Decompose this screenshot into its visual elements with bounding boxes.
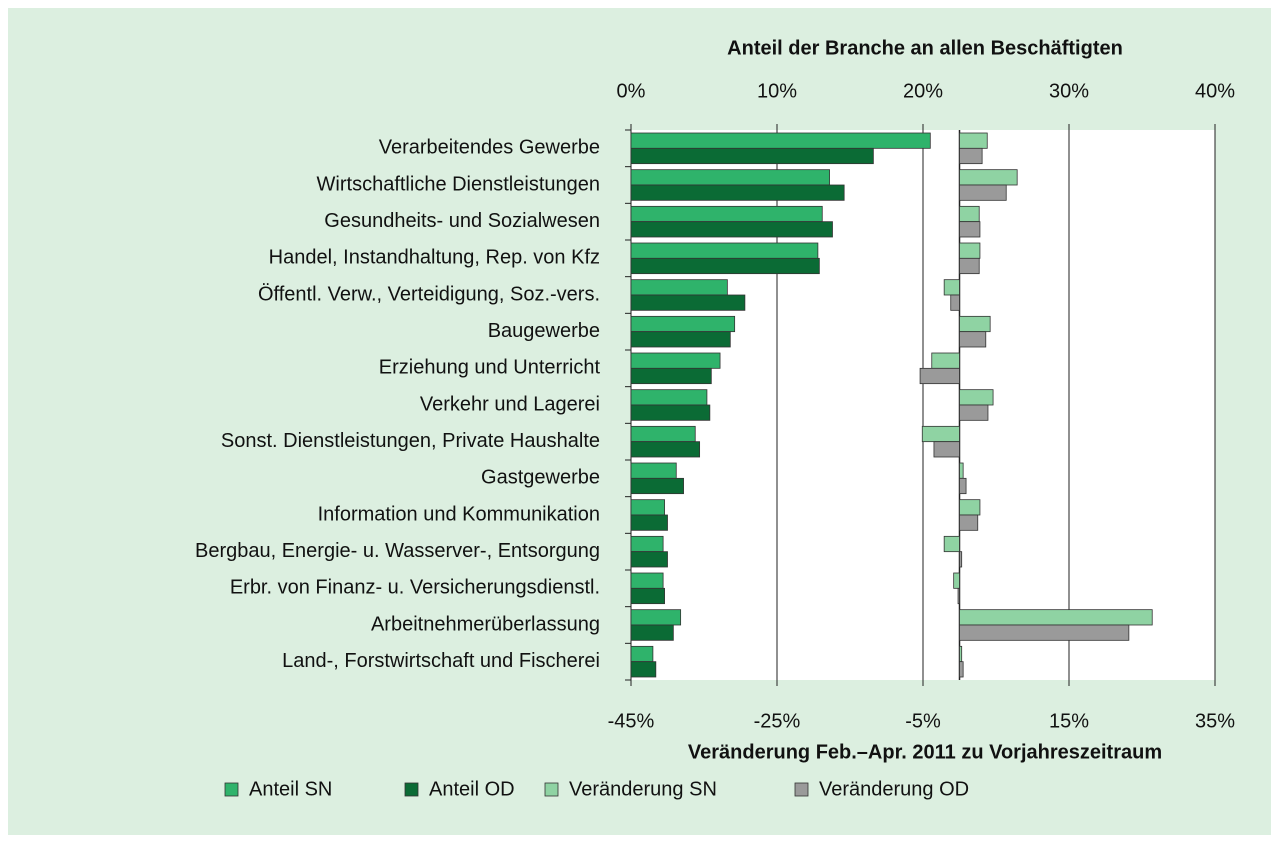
legend-label: Veränderung OD: [819, 778, 969, 800]
bar: [959, 477, 967, 495]
category-label: Verkehr und Lagerei: [420, 393, 600, 415]
bar: [933, 441, 960, 458]
legend-label: Veränderung SN: [569, 778, 717, 800]
bar: [630, 257, 820, 275]
category-label: Verarbeitendes Gewerbe: [379, 137, 600, 159]
bottom-tick-label: -45%: [608, 710, 655, 732]
bar: [630, 514, 668, 531]
category-label: Information und Kommunikation: [318, 503, 600, 525]
bar: [630, 184, 845, 201]
bar: [630, 441, 701, 458]
bar: [959, 169, 1018, 186]
bar: [630, 609, 682, 626]
bar: [959, 315, 991, 333]
category-label: Baugewerbe: [488, 320, 600, 342]
category-label: Arbeitnehmerüberlassung: [371, 613, 600, 635]
bar: [959, 462, 964, 479]
category-label: Erbr. von Finanz- u. Versicherungsdienst…: [230, 577, 600, 599]
bar: [630, 352, 721, 369]
top-tick-label: 40%: [1195, 80, 1235, 102]
category-label: Erziehung und Unterricht: [379, 357, 601, 379]
bar: [630, 294, 746, 311]
bar: [931, 352, 960, 369]
category-label: Wirtschaftliche Dienstleistungen: [317, 173, 600, 195]
bar: [950, 294, 960, 311]
bar: [630, 221, 833, 238]
top-tick-label: 20%: [903, 80, 943, 102]
bar: [959, 551, 963, 568]
bar: [959, 624, 1130, 641]
bar: [957, 587, 960, 605]
legend-swatch: [404, 782, 419, 797]
bar: [959, 645, 963, 663]
legend-label: Anteil SN: [249, 778, 332, 800]
category-label: Sonst. Dienstleistungen, Private Haushal…: [221, 430, 600, 452]
bar: [630, 462, 677, 479]
bar: [630, 551, 668, 568]
bar: [959, 147, 983, 165]
top-axis-title: Anteil der Branche an allen Beschäftigte…: [727, 37, 1123, 59]
bar: [959, 205, 980, 223]
bar: [959, 514, 979, 531]
bar: [959, 184, 1007, 201]
category-label: Handel, Instandhaltung, Rep. von Kfz: [269, 247, 600, 269]
bar: [630, 499, 665, 516]
legend-label: Anteil OD: [429, 778, 515, 800]
bar: [630, 315, 736, 333]
bottom-axis-title: Veränderung Feb.–Apr. 2011 zu Vorjahresz…: [688, 741, 1162, 763]
bar: [630, 367, 712, 385]
bar: [630, 404, 711, 421]
bar: [630, 242, 819, 259]
category-label: Bergbau, Energie- u. Wasserver-, Entsorg…: [195, 540, 600, 562]
category-label: Öffentl. Verw., Verteidigung, Soz.-vers.: [258, 283, 600, 305]
top-tick-label: 30%: [1049, 80, 1089, 102]
bar: [959, 132, 988, 149]
bottom-tick-label: -25%: [754, 710, 801, 732]
bar: [943, 279, 960, 296]
bar: [630, 572, 664, 589]
bar: [959, 609, 1153, 626]
bottom-tick-label: 35%: [1195, 710, 1235, 732]
bar: [959, 242, 981, 259]
bar: [959, 499, 981, 516]
bar: [959, 404, 989, 421]
legend-swatch: [794, 782, 809, 797]
bar: [943, 535, 960, 553]
bar: [630, 132, 931, 149]
bar: [630, 279, 728, 296]
bar: [630, 645, 654, 663]
bar: [921, 425, 960, 443]
bar: [630, 205, 823, 223]
bar: [630, 331, 731, 348]
bar: [959, 221, 981, 238]
bar: [630, 169, 830, 186]
top-tick-label: 0%: [617, 80, 646, 102]
bar: [630, 389, 708, 406]
bar: [630, 661, 657, 678]
bar: [630, 624, 674, 641]
bar: [630, 425, 696, 443]
bar: [630, 147, 874, 165]
legend-swatch: [224, 782, 239, 797]
bar: [959, 661, 964, 678]
top-tick-label: 10%: [757, 80, 797, 102]
bottom-tick-label: 15%: [1049, 710, 1089, 732]
legend-swatch: [544, 782, 559, 797]
bar: [630, 535, 664, 553]
bar: [959, 331, 987, 348]
category-label: Land-, Forstwirtschaft und Fischerei: [282, 650, 600, 672]
category-label: Gesundheits- und Sozialwesen: [324, 210, 600, 232]
category-label: Gastgewerbe: [481, 467, 600, 489]
bar: [630, 477, 684, 495]
bar: [959, 389, 994, 406]
bar: [630, 587, 665, 605]
bar: [953, 572, 960, 589]
bottom-tick-label: -5%: [905, 710, 941, 732]
bar: [919, 367, 960, 385]
bar: [959, 257, 980, 275]
